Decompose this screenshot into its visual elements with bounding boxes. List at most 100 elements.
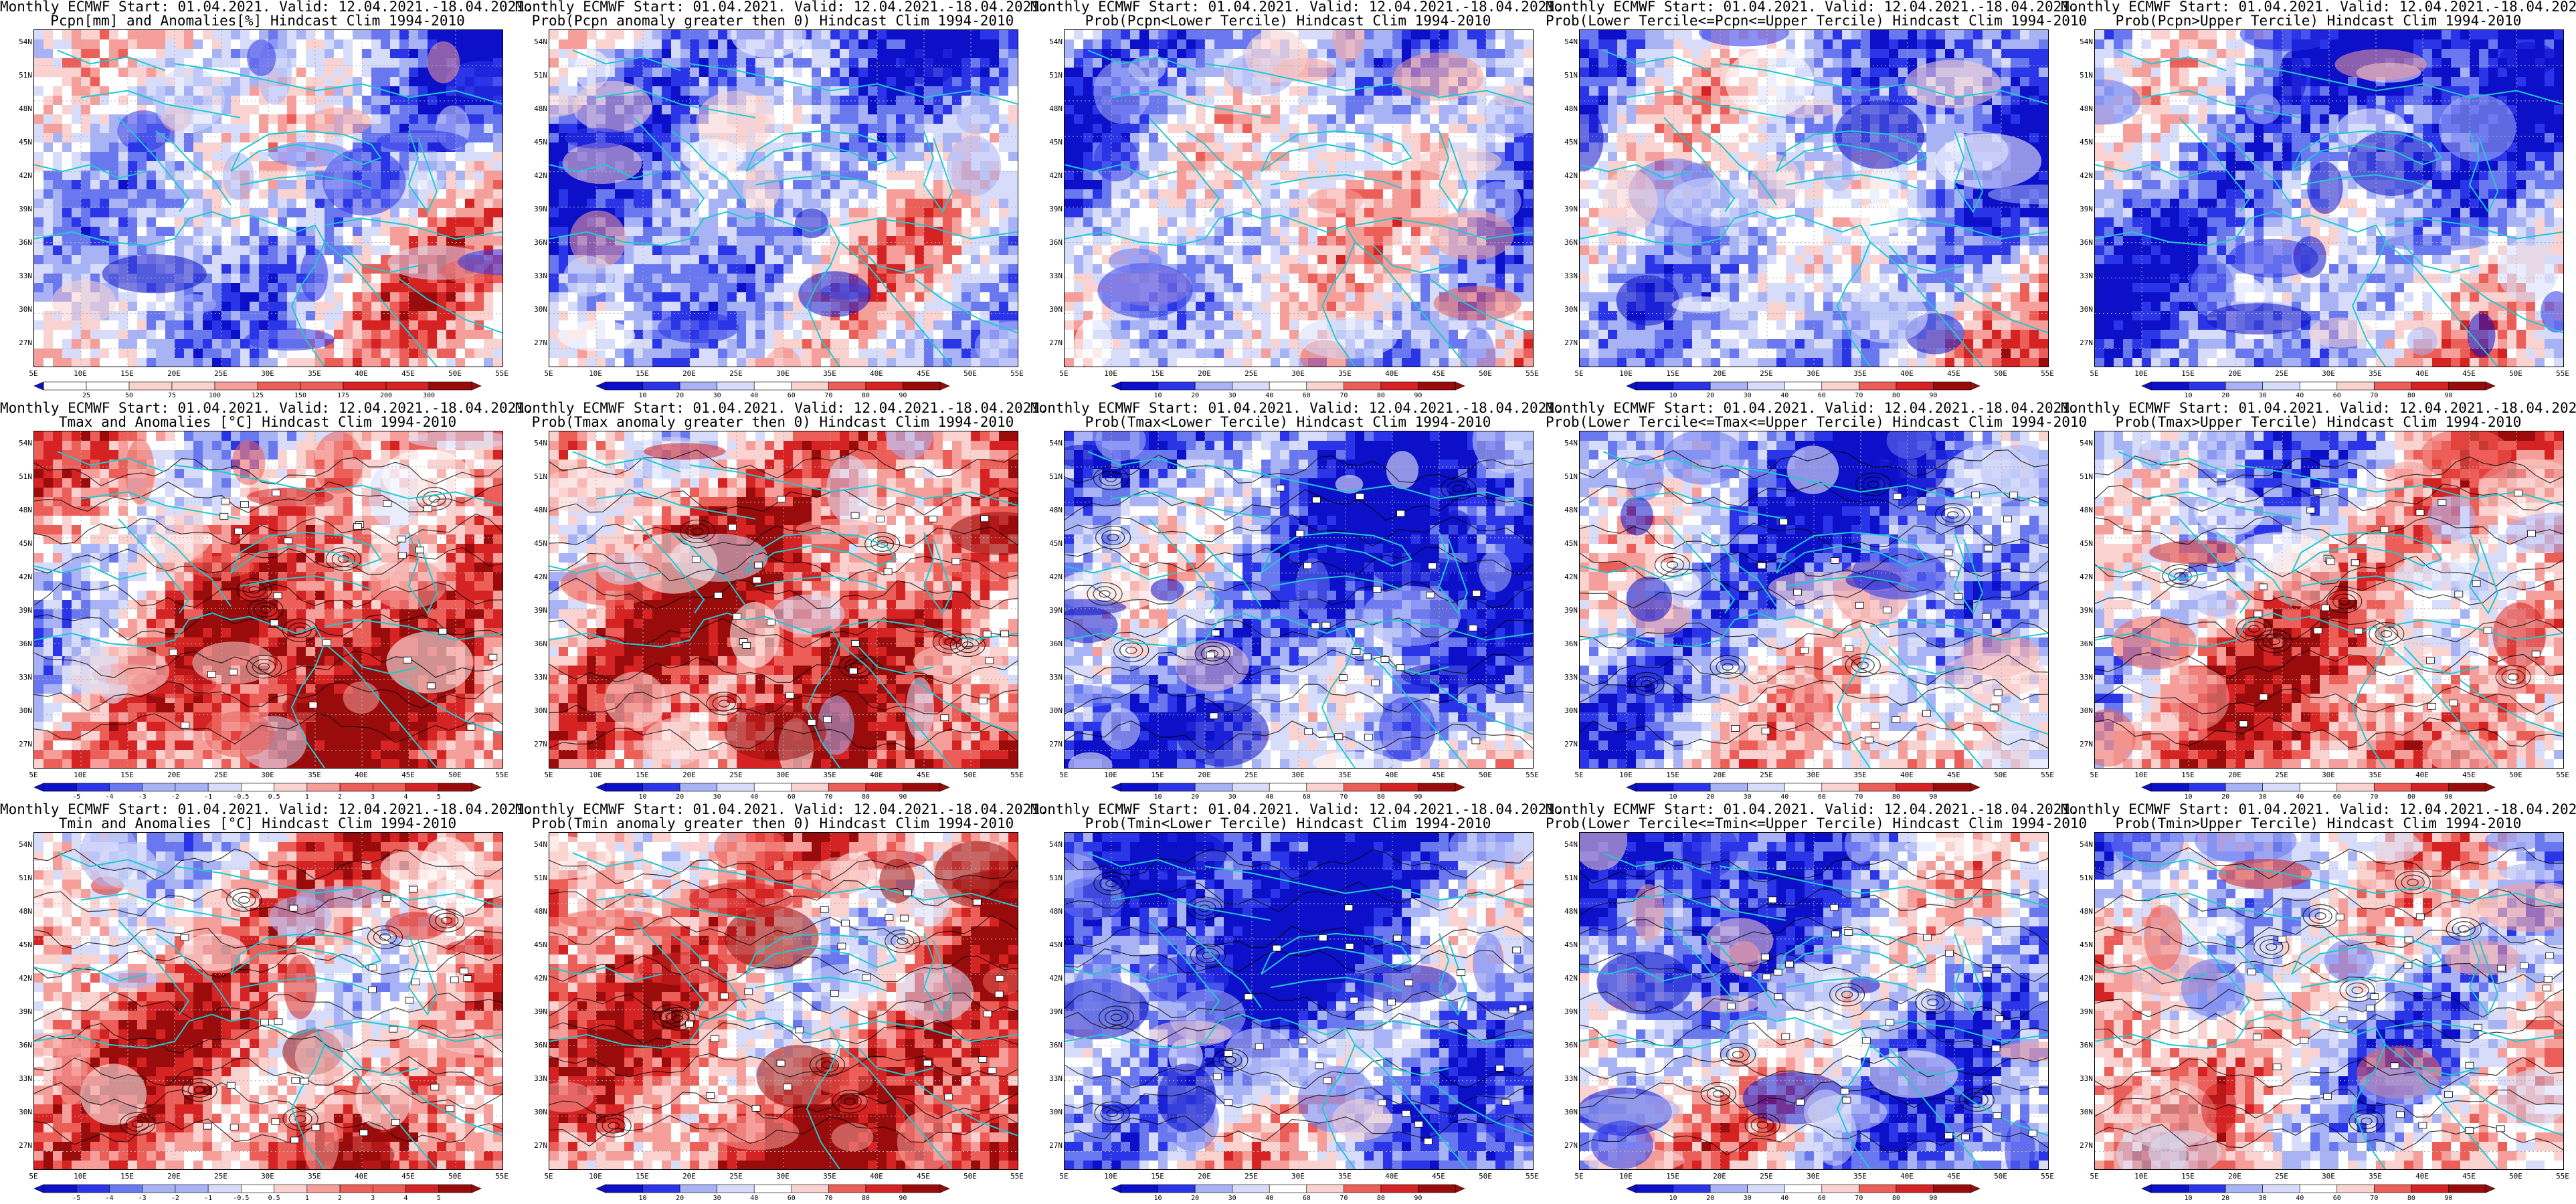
lat-label: 45N bbox=[9, 539, 32, 548]
colorbar-segment bbox=[1418, 381, 1456, 391]
colorbar-segment bbox=[1859, 381, 1897, 391]
lat-label: 30N bbox=[1040, 305, 1063, 314]
colorbar-tick-label: 80 bbox=[1368, 1195, 1394, 1202]
lon-label: 50E bbox=[957, 771, 984, 779]
lon-label: 15E bbox=[1659, 369, 1686, 378]
colorbar-segment bbox=[1784, 381, 1823, 391]
colorbar-tick-label: -2 bbox=[162, 793, 189, 801]
lon-label: 15E bbox=[114, 771, 141, 779]
panel-title: Monthly ECMWF Start: 01.04.2021. Valid: … bbox=[515, 803, 1048, 832]
lon-label: 40E bbox=[348, 369, 375, 378]
colorbar-segment bbox=[605, 1184, 643, 1193]
lat-label: 36N bbox=[9, 639, 32, 648]
panel-title-line-2: Pcpn[mm] and Anomalies[%] Hindcast Clim … bbox=[0, 14, 515, 28]
lat-label: 30N bbox=[525, 1108, 547, 1116]
colorbar bbox=[1111, 783, 1465, 792]
lon-label: 30E bbox=[1800, 771, 1827, 779]
colorbar-tick-label: 60 bbox=[1809, 793, 1835, 801]
colorbar-tick-label: 125 bbox=[244, 392, 271, 399]
contour-lines bbox=[549, 449, 1018, 751]
colorbar-segment bbox=[1194, 381, 1232, 391]
colorbar bbox=[1626, 381, 1981, 391]
panel-title-line-2: Prob(Tmax>Upper Tercile) Hindcast Clim 1… bbox=[2061, 415, 2576, 429]
lon-label: 45E bbox=[1940, 369, 1967, 378]
lat-label: 54N bbox=[2070, 37, 2093, 46]
lon-label: 25E bbox=[1753, 771, 1780, 779]
lat-label: 27N bbox=[525, 338, 547, 347]
lat-label: 33N bbox=[1555, 272, 1578, 280]
coastlines bbox=[1580, 451, 2048, 768]
colorbar-tick-label: 90 bbox=[1920, 392, 1946, 399]
colorbar-segment bbox=[306, 1184, 341, 1193]
colorbar-segment bbox=[1821, 1184, 1859, 1193]
lon-label: 5E bbox=[1566, 771, 1592, 779]
colorbar-segment bbox=[1673, 1184, 1711, 1193]
lat-label: 51N bbox=[9, 71, 32, 80]
coastlines bbox=[2095, 49, 2563, 367]
contour-lines bbox=[34, 848, 502, 1145]
colorbar-segment bbox=[214, 381, 258, 391]
colorbar-segment bbox=[1933, 381, 1971, 391]
map-panel-prob-pcpn-upper: Monthly ECMWF Start: 01.04.2021. Valid: … bbox=[2061, 0, 2576, 401]
colorbar-segment bbox=[1158, 381, 1196, 391]
map-plot bbox=[1579, 29, 2049, 367]
colorbar-segment bbox=[605, 381, 643, 391]
lon-label: 40E bbox=[863, 1172, 890, 1181]
lat-label: 51N bbox=[1555, 71, 1578, 80]
lat-label: 48N bbox=[525, 506, 547, 514]
colorbar-segment bbox=[207, 783, 242, 792]
colorbar-tick-label: 70 bbox=[1330, 793, 1357, 801]
colorbar-tick-label: -2 bbox=[162, 1195, 189, 1202]
lon-label: 55E bbox=[2549, 771, 2576, 779]
coastlines bbox=[1065, 852, 1533, 1169]
lon-label: 5E bbox=[2081, 771, 2108, 779]
colorbar-tick-label: 70 bbox=[2361, 392, 2387, 399]
lon-label: 10E bbox=[1613, 771, 1639, 779]
panel-title: Monthly ECMWF Start: 01.04.2021. Valid: … bbox=[1030, 803, 1564, 832]
panel-title-line-2: Prob(Tmax anomaly greater then 0) Hindca… bbox=[515, 415, 1030, 429]
colorbar-tick-label: 10 bbox=[1660, 793, 1687, 801]
lon-label: 45E bbox=[2456, 771, 2482, 779]
lat-label: 48N bbox=[2070, 104, 2093, 113]
lon-label: 40E bbox=[2409, 771, 2435, 779]
lat-label: 33N bbox=[2070, 272, 2093, 280]
lat-label: 39N bbox=[9, 606, 32, 615]
lat-label: 42N bbox=[1555, 171, 1578, 180]
colorbar-segment bbox=[2411, 1184, 2449, 1193]
colorbar-segment bbox=[903, 381, 941, 391]
colorbar-tick-label: 70 bbox=[815, 392, 842, 399]
lon-label: 35E bbox=[816, 771, 843, 779]
lat-label: 48N bbox=[525, 104, 547, 113]
map-plot bbox=[1064, 29, 1534, 367]
lat-label: 39N bbox=[525, 1007, 547, 1016]
lat-label: 30N bbox=[1555, 305, 1578, 314]
lon-label: 10E bbox=[2128, 1172, 2154, 1181]
colorbar-segment bbox=[2299, 381, 2338, 391]
lat-label: 30N bbox=[9, 1108, 32, 1116]
colorbar-segment bbox=[903, 783, 941, 792]
colorbar-tick-label: 40 bbox=[1256, 793, 1283, 801]
lat-label: 33N bbox=[525, 673, 547, 682]
lat-label: 42N bbox=[525, 573, 547, 581]
colorbar-segment bbox=[76, 1184, 110, 1193]
map-plot bbox=[33, 431, 503, 769]
colorbar-segment bbox=[300, 381, 344, 391]
colorbar-tick-label: 20 bbox=[1182, 392, 1208, 399]
lon-label: 10E bbox=[67, 369, 94, 378]
colorbar-segment bbox=[142, 1184, 176, 1193]
lon-label: 30E bbox=[1285, 771, 1311, 779]
lat-label: 39N bbox=[9, 1007, 32, 1016]
colorbar-tick-label: 10 bbox=[1660, 1195, 1687, 1202]
lat-label: 27N bbox=[9, 1141, 32, 1150]
colorbar-segment bbox=[1194, 783, 1232, 792]
colorbar-tick-label: 80 bbox=[2398, 793, 2425, 801]
colorbar-segment bbox=[1710, 1184, 1748, 1193]
lon-label: 5E bbox=[1566, 369, 1592, 378]
colorbar-segment bbox=[43, 783, 77, 792]
lon-label: 40E bbox=[348, 771, 375, 779]
lat-label: 30N bbox=[1040, 1108, 1063, 1116]
lon-label: 25E bbox=[1238, 369, 1265, 378]
lon-label: 40E bbox=[348, 1172, 375, 1181]
colorbar-tick-label: 40 bbox=[741, 392, 767, 399]
colorbar-segment bbox=[1194, 1184, 1232, 1193]
